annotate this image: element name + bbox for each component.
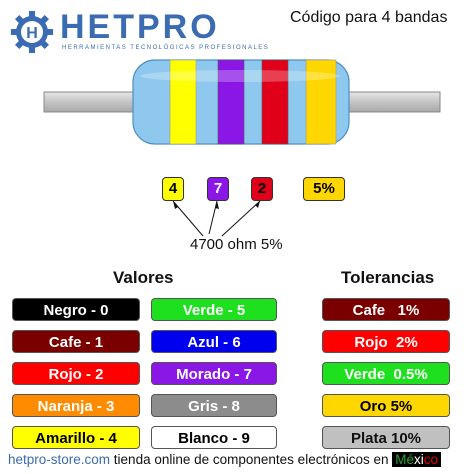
resistor-illustration	[43, 59, 441, 145]
logo-letter: H	[26, 25, 38, 42]
value-rojo: Rojo - 2	[12, 362, 140, 385]
value-amarillo: Amarillo - 4	[12, 426, 140, 449]
resistance-result: 4700 ohm 5%	[190, 236, 283, 253]
value-verde: Verde - 5	[151, 298, 277, 321]
value-cafe: Cafe - 1	[12, 330, 140, 353]
tolerance-plata: Plata 10%	[322, 426, 450, 449]
chip-tolerance: 5%	[303, 177, 345, 201]
tolerance-verde: Verde 0.5%	[322, 362, 450, 385]
value-negro: Negro - 0	[12, 298, 140, 321]
page-title: Código para 4 bandas	[290, 9, 448, 26]
footer: hetpro-store.com tienda online de compon…	[8, 452, 442, 467]
values-heading: Valores	[113, 268, 174, 287]
tolerance-oro: Oro 5%	[322, 394, 450, 417]
brand-name: HETPRO	[60, 8, 220, 46]
gear-logo-icon: H	[11, 11, 53, 53]
value-gris: Gris - 8	[151, 394, 277, 417]
mexico-flag-label: México	[392, 452, 442, 467]
value-naranja: Naranja - 3	[12, 394, 140, 417]
chip-digit1: 4	[162, 177, 184, 201]
tolerance-rojo: Rojo 2%	[322, 330, 450, 353]
band-multiplier	[261, 59, 289, 145]
chip-multiplier: 2	[251, 177, 273, 201]
value-blanco: Blanco - 9	[151, 426, 277, 449]
band-digit2	[217, 59, 245, 145]
footer-site-link[interactable]: hetpro-store.com	[8, 452, 111, 467]
value-morado: Morado - 7	[151, 362, 277, 385]
footer-text: tienda online de componentes electrónico…	[110, 452, 393, 467]
tolerance-cafe: Cafe 1%	[322, 298, 450, 321]
value-azul: Azul - 6	[151, 330, 277, 353]
band-digit1	[169, 59, 197, 145]
brand-tagline: HERRAMIENTAS TECNOLÓGICAS PROFESIONALES	[62, 45, 270, 51]
chip-digit2: 7	[207, 177, 229, 201]
band-tolerance	[305, 59, 337, 145]
tolerances-heading: Tolerancias	[341, 268, 435, 287]
